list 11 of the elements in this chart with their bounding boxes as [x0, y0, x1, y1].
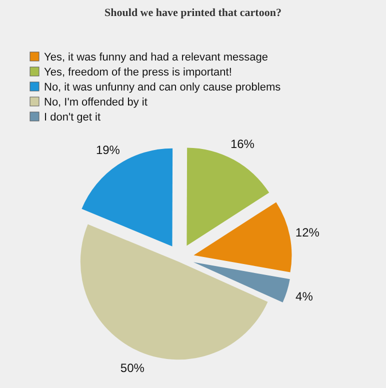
chart-title: Should we have printed that cartoon?: [104, 7, 282, 19]
data-label: 12%: [295, 225, 320, 240]
data-label: 19%: [96, 142, 120, 157]
legend-label: No, it was unfunny and can only cause problems: [44, 82, 282, 94]
legend-label: No, I'm offended by it: [44, 96, 148, 108]
legend-label: Yes, freedom of the press is important!: [44, 66, 232, 78]
data-label: 16%: [230, 136, 255, 151]
legend-label: I don't get it: [44, 112, 101, 124]
legend-label: Yes, it was funny and had a relevant message: [44, 52, 268, 64]
data-label: 4%: [296, 289, 314, 304]
data-label: 50%: [120, 361, 145, 376]
